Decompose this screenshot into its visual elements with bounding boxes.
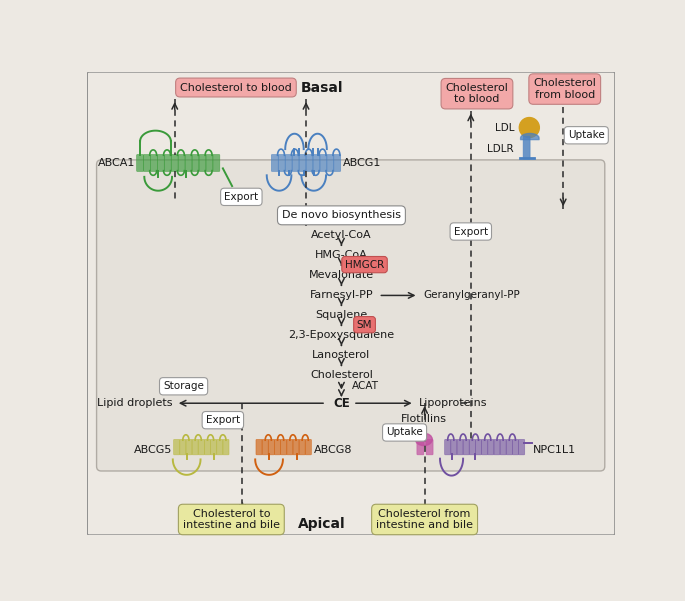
Ellipse shape — [415, 433, 432, 445]
Text: De novo biosynthesis: De novo biosynthesis — [282, 210, 401, 221]
FancyBboxPatch shape — [192, 439, 198, 455]
Text: Uptake: Uptake — [386, 427, 423, 438]
Text: 2,3-Epoxysqualene: 2,3-Epoxysqualene — [288, 331, 395, 340]
Text: Uptake: Uptake — [568, 130, 605, 140]
Text: Storage: Storage — [163, 381, 204, 391]
Text: Lipid droplets: Lipid droplets — [97, 398, 172, 408]
FancyBboxPatch shape — [426, 439, 433, 455]
FancyBboxPatch shape — [469, 439, 475, 455]
Text: Export: Export — [453, 227, 488, 237]
FancyBboxPatch shape — [293, 439, 299, 455]
FancyBboxPatch shape — [292, 154, 299, 171]
Text: Geranylgeranyl-PP: Geranylgeranyl-PP — [423, 290, 520, 300]
FancyBboxPatch shape — [494, 439, 500, 455]
FancyBboxPatch shape — [173, 439, 179, 455]
Text: Squalene: Squalene — [315, 311, 368, 320]
Text: Export: Export — [206, 415, 240, 425]
FancyBboxPatch shape — [213, 154, 220, 171]
Text: Mevalonate: Mevalonate — [309, 270, 374, 281]
Text: Lanosterol: Lanosterol — [312, 350, 371, 361]
FancyBboxPatch shape — [457, 439, 463, 455]
FancyBboxPatch shape — [204, 439, 210, 455]
FancyBboxPatch shape — [463, 439, 469, 455]
Text: Lipoproteins: Lipoproteins — [419, 398, 487, 408]
FancyBboxPatch shape — [262, 439, 269, 455]
FancyBboxPatch shape — [210, 439, 216, 455]
FancyBboxPatch shape — [158, 154, 164, 171]
FancyBboxPatch shape — [271, 154, 278, 171]
FancyBboxPatch shape — [144, 154, 151, 171]
FancyBboxPatch shape — [500, 439, 506, 455]
Text: Cholesterol
to blood: Cholesterol to blood — [445, 83, 508, 105]
FancyBboxPatch shape — [299, 439, 306, 455]
FancyBboxPatch shape — [256, 439, 262, 455]
Text: LDLR: LDLR — [486, 144, 513, 154]
FancyBboxPatch shape — [136, 154, 144, 171]
FancyBboxPatch shape — [216, 439, 223, 455]
Text: Cholesterol to blood: Cholesterol to blood — [180, 82, 292, 93]
Text: Flotillins: Flotillins — [401, 415, 447, 424]
FancyBboxPatch shape — [97, 160, 605, 471]
Text: SM: SM — [357, 320, 372, 330]
FancyBboxPatch shape — [519, 439, 525, 455]
FancyBboxPatch shape — [278, 154, 285, 171]
FancyBboxPatch shape — [198, 439, 204, 455]
FancyBboxPatch shape — [482, 439, 488, 455]
FancyBboxPatch shape — [327, 154, 334, 171]
FancyBboxPatch shape — [275, 439, 281, 455]
FancyBboxPatch shape — [488, 439, 494, 455]
FancyBboxPatch shape — [199, 154, 206, 171]
Text: CE: CE — [333, 397, 350, 410]
Circle shape — [519, 118, 539, 138]
FancyBboxPatch shape — [178, 154, 185, 171]
Text: ABCG1: ABCG1 — [343, 158, 382, 168]
Text: Cholesterol: Cholesterol — [310, 370, 373, 380]
FancyBboxPatch shape — [192, 154, 199, 171]
Text: LDL: LDL — [495, 123, 514, 133]
FancyBboxPatch shape — [334, 154, 340, 171]
FancyBboxPatch shape — [281, 439, 287, 455]
FancyBboxPatch shape — [523, 136, 530, 159]
FancyBboxPatch shape — [185, 154, 192, 171]
Text: Farnesyl-PP: Farnesyl-PP — [310, 290, 373, 300]
Text: ABCA1: ABCA1 — [98, 158, 135, 168]
Text: Acetyl-CoA: Acetyl-CoA — [311, 230, 372, 240]
FancyBboxPatch shape — [179, 439, 186, 455]
FancyBboxPatch shape — [206, 154, 213, 171]
FancyBboxPatch shape — [186, 439, 192, 455]
FancyBboxPatch shape — [164, 154, 171, 171]
FancyBboxPatch shape — [506, 439, 512, 455]
FancyBboxPatch shape — [320, 154, 327, 171]
FancyBboxPatch shape — [269, 439, 275, 455]
FancyBboxPatch shape — [417, 439, 424, 455]
Text: Cholesterol to
intestine and bile: Cholesterol to intestine and bile — [183, 508, 280, 530]
FancyBboxPatch shape — [306, 439, 312, 455]
FancyBboxPatch shape — [445, 439, 451, 455]
FancyBboxPatch shape — [287, 439, 293, 455]
Text: HMGCR: HMGCR — [345, 260, 384, 270]
FancyBboxPatch shape — [171, 154, 178, 171]
Text: HMG-CoA: HMG-CoA — [315, 251, 368, 260]
FancyBboxPatch shape — [223, 439, 229, 455]
FancyBboxPatch shape — [313, 154, 320, 171]
Text: Apical: Apical — [299, 517, 346, 531]
Text: ABCG8: ABCG8 — [314, 445, 352, 455]
Text: Cholesterol
from blood: Cholesterol from blood — [534, 78, 596, 100]
Text: Cholesterol from
intestine and bile: Cholesterol from intestine and bile — [376, 508, 473, 530]
FancyBboxPatch shape — [306, 154, 313, 171]
FancyBboxPatch shape — [512, 439, 519, 455]
Text: ACAT: ACAT — [352, 381, 379, 391]
Text: Export: Export — [224, 192, 258, 202]
Text: Basal: Basal — [301, 81, 343, 96]
FancyBboxPatch shape — [451, 439, 457, 455]
FancyBboxPatch shape — [299, 154, 306, 171]
FancyBboxPatch shape — [475, 439, 482, 455]
FancyBboxPatch shape — [285, 154, 292, 171]
Text: NPC1L1: NPC1L1 — [533, 445, 576, 455]
FancyBboxPatch shape — [151, 154, 158, 171]
Text: ABCG5: ABCG5 — [134, 445, 172, 455]
